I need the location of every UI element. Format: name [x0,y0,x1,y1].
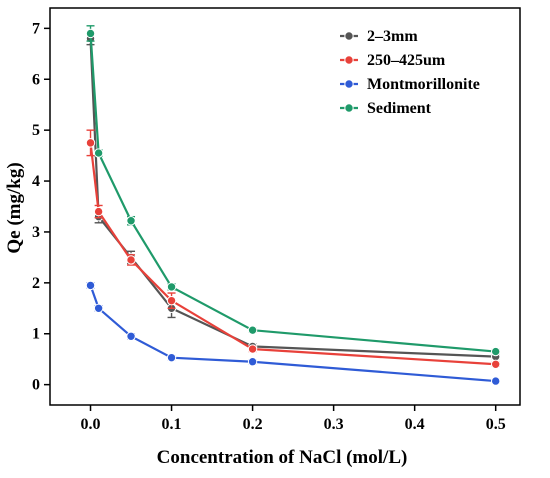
x-tick-label: 0.3 [324,416,344,433]
data-point [85,28,96,39]
y-tick-label: 7 [32,20,40,37]
data-point [126,255,136,265]
y-tick-label: 3 [32,224,40,241]
series-line [89,142,496,366]
data-point [166,295,177,306]
y-tick-label: 5 [32,122,40,139]
data-point [247,325,258,335]
series-line [89,38,496,358]
data-point [126,331,136,341]
y-tick-label: 6 [32,71,40,88]
y-tick-label: 1 [32,326,40,343]
x-tick-label: 0.4 [405,416,425,433]
legend-marker [344,31,354,41]
data-point [490,376,501,386]
x-tick-label: 0.2 [243,416,263,433]
legend: 2–3mm 250–425um Montmorillonite Sediment [340,28,480,117]
legend-label: Sediment [367,100,432,117]
data-point [490,359,501,369]
data-point [166,352,177,363]
y-axis-title: Qe (mg/kg) [4,162,25,253]
x-tick-label: 0.1 [162,416,182,433]
legend-label: Montmorillonite [367,76,480,93]
legend-label: 250–425um [367,52,446,69]
y-tick-label: 2 [32,275,40,292]
y-tick-label: 0 [32,377,40,394]
data-point [247,344,258,354]
legend-label: 2–3mm [367,28,418,45]
legend-marker [344,79,354,89]
y-tick-label: 4 [32,173,40,190]
x-axis-title: Concentration of NaCl (mol/L) [157,447,408,468]
x-tick-label: 0.0 [81,416,101,433]
series-250-425um [85,129,501,369]
data-point [166,282,177,292]
series-line [89,33,496,353]
data-point [93,148,104,158]
series-layer [85,25,501,386]
data-point [85,280,96,291]
series-montmorillonite [85,280,501,386]
data-point [93,303,104,313]
data-point [126,216,136,226]
ticks-layer: 0.0 0.1 0.2 0.3 0.4 0.5 0 1 2 3 4 5 6 7 [32,20,506,433]
data-point [85,138,96,148]
legend-marker [344,103,354,113]
data-point [490,346,501,357]
plot-frame [49,7,521,406]
data-point [247,357,258,367]
x-tick-label: 0.5 [486,416,506,433]
legend-marker [344,55,354,65]
series-sediment [85,25,501,357]
data-point [93,206,104,217]
